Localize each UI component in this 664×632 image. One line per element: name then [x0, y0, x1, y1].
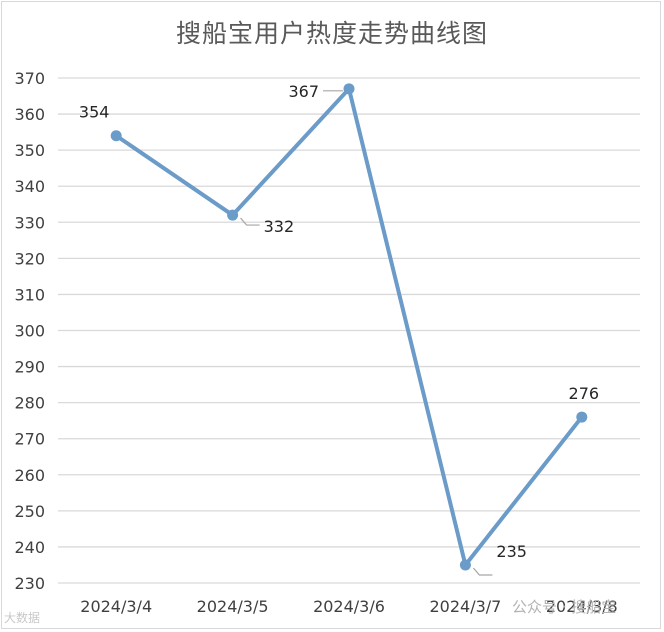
data-label: 276 — [569, 384, 600, 403]
label-leader — [240, 217, 260, 226]
y-tick-label: 250 — [14, 502, 45, 521]
x-tick-label: 2024/3/7 — [429, 597, 501, 616]
data-point — [110, 130, 122, 142]
y-tick-label: 330 — [14, 213, 45, 232]
grid-lines — [58, 77, 640, 584]
data-label: 354 — [79, 103, 110, 122]
x-axis-ticks: 2024/3/4 2024/3/5 2024/3/6 2024/3/7 2024/3/8 — [80, 597, 617, 616]
x-tick-label: 2024/3/8 — [546, 597, 618, 616]
y-tick-label: 280 — [14, 394, 45, 413]
label-leaders — [240, 90, 493, 576]
y-tick-label: 230 — [14, 574, 45, 593]
data-point — [576, 411, 588, 423]
data-label: 332 — [264, 217, 295, 236]
y-tick-label: 340 — [14, 177, 45, 196]
watermark-left: 大数据 — [4, 611, 41, 625]
y-tick-label: 240 — [14, 538, 45, 557]
data-label: 367 — [288, 82, 319, 101]
x-tick-label: 2024/3/5 — [197, 597, 269, 616]
series-line — [114, 86, 584, 567]
y-tick-label: 310 — [14, 285, 45, 304]
data-point — [459, 559, 471, 571]
x-tick-label: 2024/3/4 — [80, 597, 152, 616]
label-leader — [472, 567, 493, 576]
series-line — [114, 86, 584, 567]
data-point — [227, 209, 239, 221]
watermark: 公众号 · 搜船宝 — [512, 598, 617, 616]
y-tick-label: 360 — [14, 105, 45, 124]
y-tick-label: 320 — [14, 249, 45, 268]
y-tick-label: 300 — [14, 322, 45, 341]
y-tick-label: 350 — [14, 141, 45, 160]
y-tick-label: 290 — [14, 358, 45, 377]
data-label: 235 — [496, 542, 527, 561]
data-labels: 354 332 367 235 276 — [79, 82, 599, 561]
x-tick-label: 2024/3/6 — [313, 597, 385, 616]
y-tick-label: 260 — [14, 466, 45, 485]
data-point — [343, 83, 355, 95]
chart-title: 搜船宝用户热度走势曲线图 — [175, 19, 488, 48]
y-tick-label: 370 — [14, 69, 45, 88]
data-points — [110, 83, 588, 571]
y-tick-label: 270 — [14, 430, 45, 449]
y-axis-ticks: 230 240 250 260 270 280 290 300 310 320 330 340 350 3… — [14, 69, 45, 593]
